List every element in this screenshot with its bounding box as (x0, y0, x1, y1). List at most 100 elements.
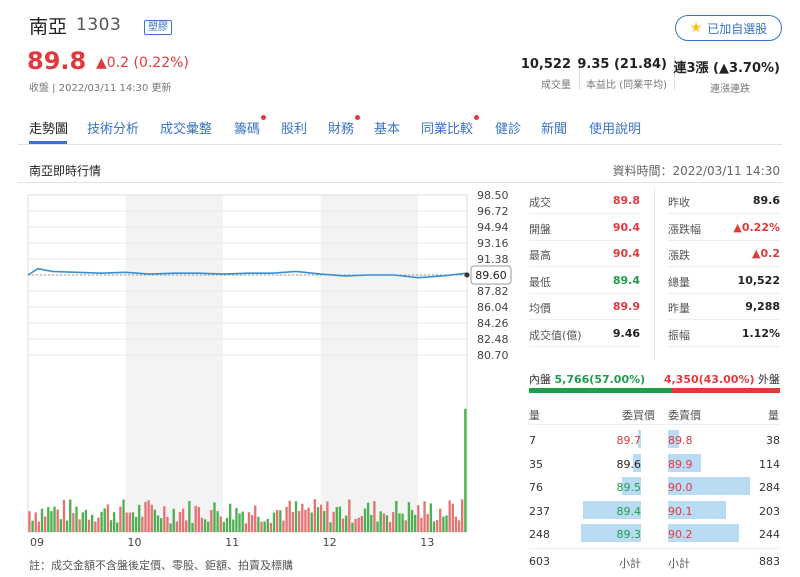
outer-value: 4,350(43.00%) (663, 373, 755, 386)
x-tick-label: 10 (128, 536, 142, 549)
quote-row: 最高 90.4 (529, 247, 640, 263)
tab-trade-summary[interactable]: 成交彙整 (160, 118, 212, 137)
divider (529, 345, 640, 347)
ask-volume-bar (668, 477, 750, 495)
divider (674, 56, 675, 90)
volume-bar (28, 511, 31, 532)
divider (668, 292, 780, 294)
volume-bar (131, 512, 135, 532)
volume-bar (263, 521, 266, 532)
star-icon: ★ (689, 20, 703, 36)
volume-bar (313, 499, 316, 532)
tab-label: 基本 (374, 122, 401, 137)
bid-qty: 237 (529, 504, 550, 518)
x-tick-label: 13 (420, 536, 434, 549)
volume-bar (203, 519, 207, 532)
divider (579, 56, 580, 90)
volume-bar (216, 511, 219, 532)
volume-bar (279, 510, 282, 532)
volume-bar (62, 499, 66, 532)
volume-bar (112, 512, 116, 532)
volume-bar (392, 512, 395, 532)
add-to-watchlist-button[interactable]: ★ 已加自選股 (675, 15, 782, 41)
volume-bar (40, 508, 44, 532)
volume-bar (163, 506, 166, 532)
intraday-chart[interactable]: 89.60 98.50 96.72 94.94 93.16 91.38 87.82 86.04… (0, 185, 520, 555)
bid-volume-bar (622, 477, 641, 495)
volume-bar (238, 513, 241, 532)
quote-value: 90.4 (612, 220, 640, 234)
volume-bar (307, 507, 310, 532)
bid-row[interactable]: 35 89.6 (529, 453, 641, 474)
volume-bar (84, 509, 88, 532)
tab-trend-chart[interactable]: 走勢圖 (29, 118, 68, 137)
industry-tag[interactable]: 塑膠 (144, 20, 172, 35)
y-tick-label: 87.82 (477, 285, 509, 298)
volume-bar (106, 504, 110, 532)
volume-bar (354, 518, 357, 532)
bid-row[interactable]: 76 89.5 (529, 477, 641, 497)
ask-volume-bar (668, 453, 701, 472)
volume-bar (423, 501, 426, 532)
tab-chips[interactable]: 籌碼 (234, 115, 267, 137)
volume-bar (297, 511, 301, 532)
stat-label: 本益比 (同業平均) (586, 80, 667, 91)
y-tick-label: 80.70 (477, 349, 509, 362)
bid-row[interactable]: 248 89.3 (529, 524, 641, 544)
bid-row[interactable]: 7 89.7 (529, 430, 641, 450)
volume-bar (413, 514, 417, 532)
volume-bar (109, 520, 113, 532)
volume-bar (181, 508, 185, 532)
volume-bar (285, 506, 288, 532)
ask-row[interactable]: 89.8 38 (668, 430, 780, 450)
tab-technical-analysis[interactable]: 技術分析 (87, 118, 139, 137)
volume-bar (128, 512, 131, 532)
tab-dividend[interactable]: 股利 (281, 118, 307, 137)
tab-health-check[interactable]: 健診 (495, 118, 521, 137)
quote-value: 10,522 (737, 273, 780, 287)
ask-qty: 244 (759, 528, 780, 541)
ask-row[interactable]: 89.9 114 (668, 453, 780, 474)
quote-label: 最高 (529, 249, 551, 262)
stock-code: 1303 (76, 15, 122, 35)
ask-row[interactable]: 90.1 203 (668, 500, 780, 521)
volume-bar (141, 516, 144, 532)
volume-bar (147, 500, 150, 532)
x-tick-label: 12 (323, 536, 337, 549)
outer-label: 外盤 (758, 373, 780, 386)
tab-financials[interactable]: 財務 (328, 115, 361, 137)
bid-qty: 7 (529, 434, 536, 447)
tab-label: 新聞 (541, 122, 568, 137)
quote-label: 成交值(億) (529, 328, 582, 342)
tab-label: 財務 (328, 122, 355, 137)
volume-bar (395, 500, 398, 532)
volume-bar (188, 501, 191, 532)
tab-peer-compare[interactable]: 同業比較 (421, 115, 480, 137)
divider (529, 548, 780, 549)
y-tick-label: 82.48 (477, 333, 509, 346)
volume-bar (65, 520, 69, 532)
volume-bar (37, 521, 41, 532)
volume-bar (34, 512, 37, 532)
tab-basic[interactable]: 基本 (374, 118, 400, 137)
ask-row[interactable]: 90.2 244 (668, 524, 780, 544)
quote-label: 總量 (668, 275, 690, 289)
quote-value: 89.6 (752, 194, 780, 207)
ask-row[interactable]: 90.0 284 (668, 477, 780, 497)
chart-footnote: 註：成交金額不含盤後定價、零股、鉅額、拍賣及標購 (29, 559, 293, 572)
bid-price: 89.4 (616, 504, 642, 518)
ask-total-label: 小計 (668, 557, 690, 570)
volume-bar (335, 506, 338, 532)
volume-bar (91, 514, 94, 532)
y-tick-label: 93.16 (477, 237, 509, 250)
ask-price: 89.9 (668, 457, 693, 471)
tab-help[interactable]: 使用說明 (589, 118, 641, 137)
bid-row[interactable]: 237 89.4 (529, 500, 642, 521)
ask-total: 883 (759, 555, 780, 568)
volume-bar (426, 513, 429, 532)
close-update-note: 收盤 | 2022/03/11 14:30 更新 (29, 83, 172, 94)
bid-volume-bar (633, 453, 641, 472)
tab-news[interactable]: 新聞 (541, 118, 567, 137)
volume-bar (213, 502, 216, 532)
ask-volume-bar (668, 524, 739, 542)
